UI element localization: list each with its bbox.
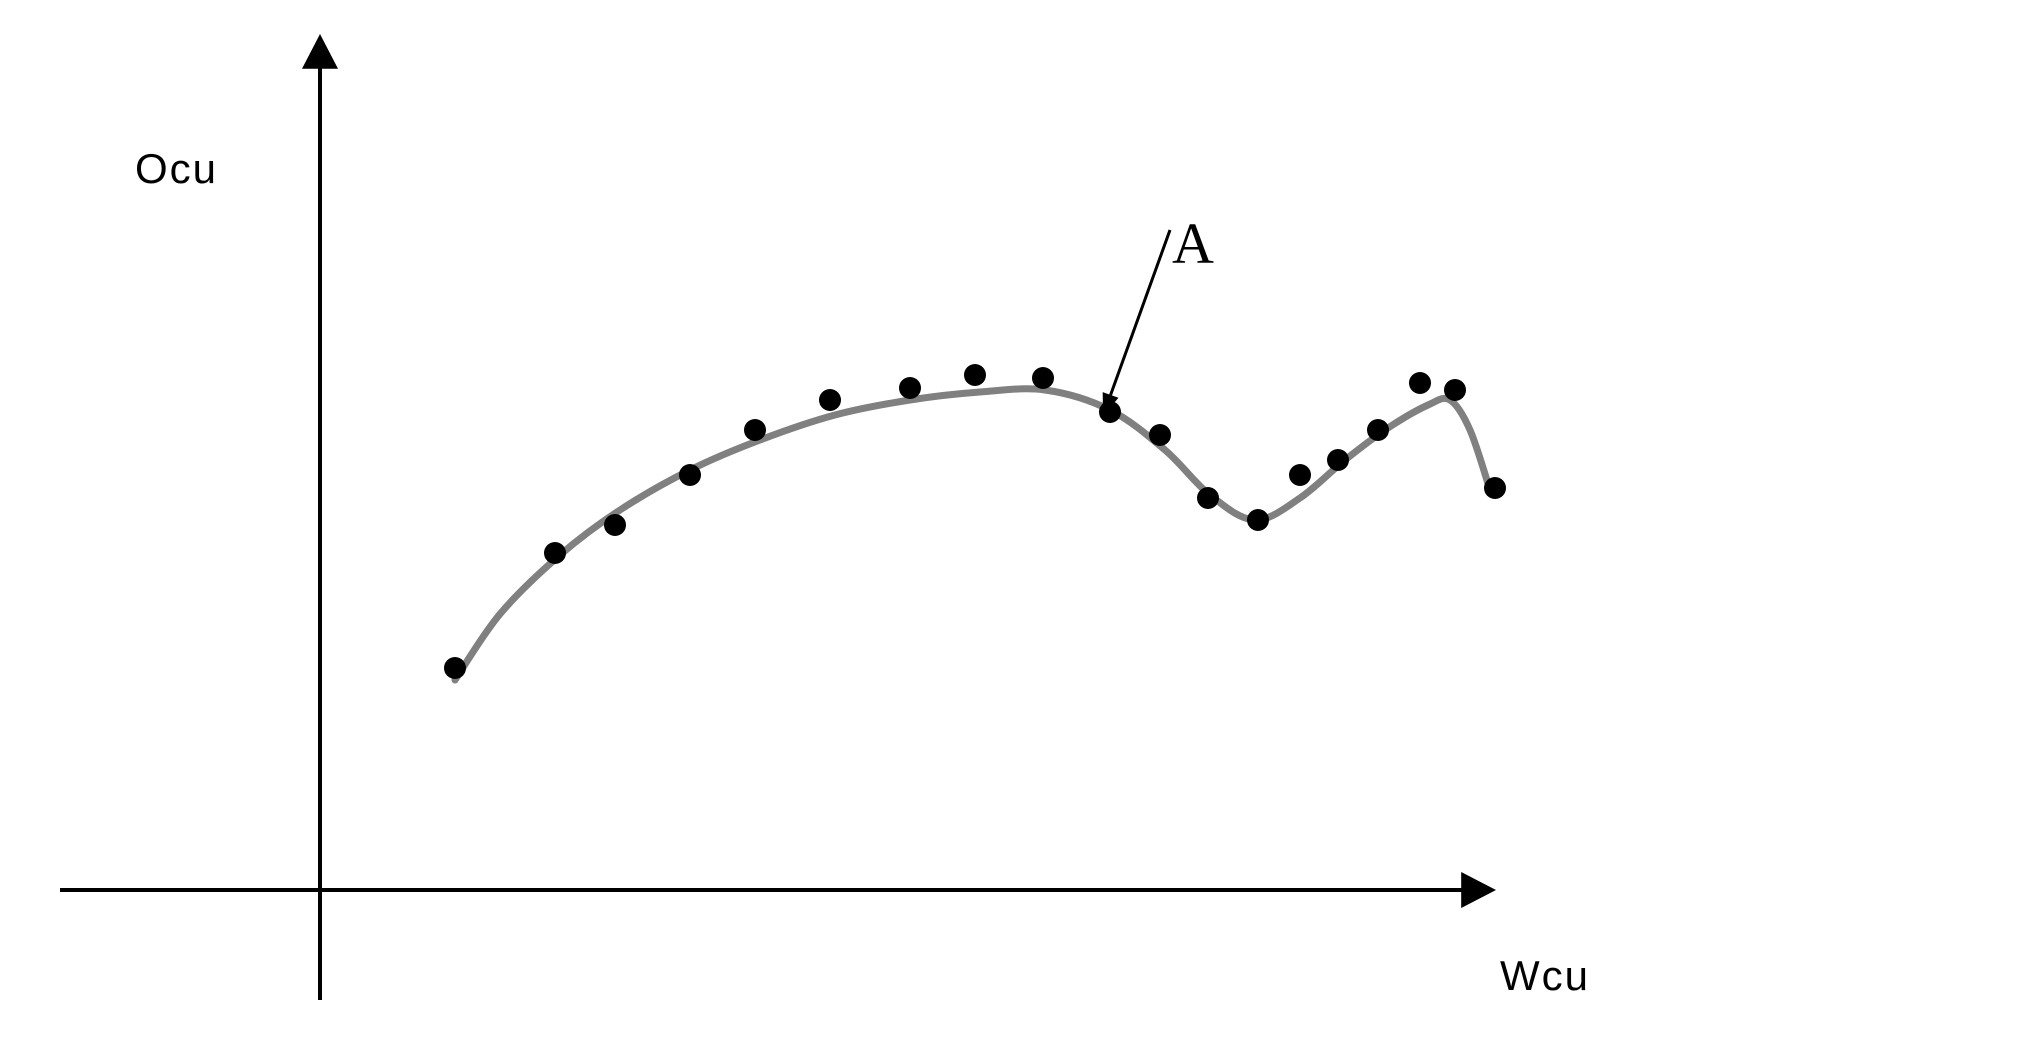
scatter-point	[544, 542, 566, 564]
scatter-point	[1149, 424, 1171, 446]
chart-svg	[0, 0, 2029, 1047]
y-axis-arrowhead	[302, 34, 338, 69]
annotation-arrow-line	[1103, 230, 1170, 416]
y-axis-label: Ocu	[135, 145, 218, 193]
scatter-point	[1444, 379, 1466, 401]
scatter-point	[604, 514, 626, 536]
chart-container: Ocu Wcu A	[0, 0, 2029, 1047]
scatter-point	[1367, 419, 1389, 441]
scatter-point	[1409, 372, 1431, 394]
scatter-point	[1484, 477, 1506, 499]
scatter-point	[1327, 449, 1349, 471]
scatter-point	[1247, 509, 1269, 531]
scatter-point	[679, 464, 701, 486]
scatter-point	[744, 419, 766, 441]
scatter-point	[444, 657, 466, 679]
x-axis-label: Wcu	[1500, 952, 1590, 1000]
scatter-point	[1197, 487, 1219, 509]
scatter-point	[1032, 367, 1054, 389]
scatter-point	[1289, 464, 1311, 486]
annotation-label-a: A	[1172, 210, 1214, 277]
x-axis-arrowhead	[1461, 872, 1496, 908]
scatter-point	[899, 377, 921, 399]
scatter-point	[819, 389, 841, 411]
scatter-point	[964, 364, 986, 386]
